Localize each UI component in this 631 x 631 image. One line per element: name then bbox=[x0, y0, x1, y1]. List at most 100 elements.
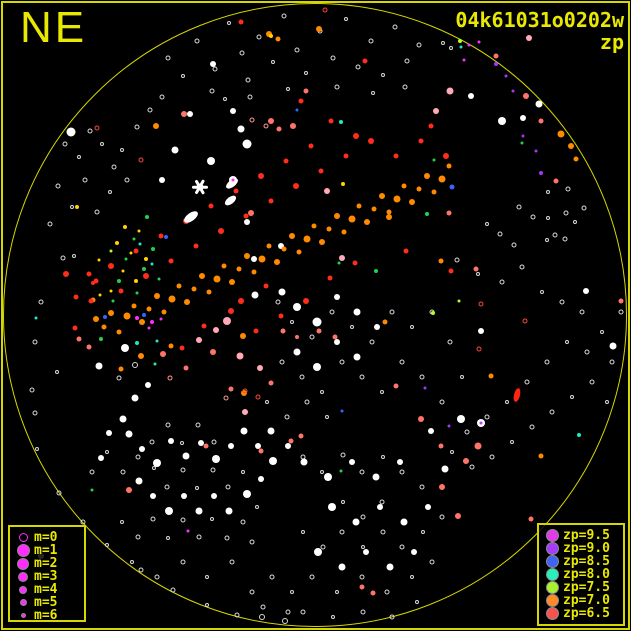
star-point bbox=[269, 574, 275, 580]
star-point bbox=[251, 269, 257, 275]
star-point bbox=[255, 443, 261, 449]
star-point bbox=[129, 251, 133, 255]
star-point bbox=[98, 293, 102, 297]
star-point bbox=[249, 117, 255, 123]
zeropoint-label: zp=6.5 bbox=[563, 606, 610, 621]
magnitude-label: m=1 bbox=[34, 543, 58, 558]
star-point bbox=[544, 359, 550, 365]
star-point bbox=[304, 399, 310, 405]
star-point bbox=[499, 279, 505, 285]
star-point bbox=[325, 415, 329, 419]
legend-row: m=2 bbox=[16, 556, 78, 571]
star-point bbox=[195, 422, 201, 428]
star-point bbox=[320, 390, 324, 394]
star-point bbox=[242, 388, 248, 394]
star-point bbox=[449, 46, 453, 50]
star-point bbox=[439, 514, 445, 520]
star-point bbox=[446, 163, 452, 169]
star-point bbox=[609, 359, 615, 365]
star-point bbox=[355, 64, 361, 70]
star-point bbox=[441, 41, 445, 45]
star-point bbox=[311, 223, 317, 229]
star-point bbox=[450, 450, 454, 454]
star-point bbox=[432, 158, 436, 162]
star-point bbox=[546, 190, 550, 194]
star-point bbox=[494, 62, 498, 66]
star-point bbox=[269, 34, 273, 38]
star-point bbox=[516, 204, 522, 210]
star-point bbox=[433, 108, 439, 114]
star-point bbox=[180, 467, 186, 473]
star-point bbox=[124, 257, 128, 261]
star-point bbox=[618, 309, 624, 315]
star-point bbox=[439, 399, 445, 405]
star-point bbox=[166, 536, 170, 540]
star-point bbox=[464, 429, 470, 435]
star-point bbox=[211, 439, 217, 445]
star-point bbox=[238, 19, 244, 25]
star-point bbox=[205, 603, 209, 607]
star-point bbox=[258, 448, 264, 454]
star-point bbox=[170, 587, 176, 593]
star-point bbox=[324, 188, 330, 194]
magnitude-label: m=5 bbox=[34, 595, 58, 610]
star-point bbox=[153, 123, 159, 129]
star-point bbox=[228, 308, 234, 314]
star-point bbox=[359, 469, 365, 475]
star-point bbox=[180, 559, 186, 565]
star-point bbox=[581, 205, 587, 211]
star-point bbox=[263, 123, 269, 129]
star-point bbox=[303, 235, 311, 243]
star-point bbox=[240, 427, 248, 435]
star-point bbox=[404, 58, 410, 64]
star-point bbox=[201, 323, 207, 329]
star-point bbox=[70, 205, 74, 209]
star-point bbox=[409, 199, 415, 205]
star-point bbox=[363, 549, 369, 555]
star-point bbox=[332, 334, 338, 340]
plot-subtitle: zp bbox=[599, 30, 624, 54]
star-point bbox=[371, 206, 377, 212]
star-point bbox=[313, 363, 321, 371]
star-point bbox=[208, 203, 214, 209]
star-point bbox=[399, 359, 405, 365]
star-point bbox=[562, 236, 568, 242]
star-point bbox=[118, 288, 124, 294]
star-point bbox=[359, 584, 365, 590]
star-point bbox=[312, 317, 322, 327]
star-point bbox=[352, 518, 360, 526]
star-point bbox=[369, 339, 375, 345]
star-point bbox=[300, 458, 308, 466]
star-point bbox=[309, 334, 315, 340]
star-point bbox=[191, 286, 197, 292]
star-point bbox=[225, 507, 233, 515]
star-point bbox=[55, 183, 61, 189]
star-point bbox=[469, 464, 475, 470]
star-point bbox=[142, 313, 146, 317]
star-point bbox=[135, 454, 141, 460]
star-point bbox=[251, 291, 259, 299]
magnitude-symbol bbox=[21, 614, 25, 617]
star-point bbox=[72, 325, 78, 331]
star-point bbox=[138, 567, 144, 573]
legend-row: m=3 bbox=[16, 569, 78, 584]
title-block: 04k61031o0202w zp bbox=[455, 9, 624, 53]
star-point bbox=[268, 380, 274, 386]
star-point bbox=[256, 34, 262, 40]
star-point bbox=[519, 264, 525, 270]
star-point bbox=[341, 500, 345, 504]
zeropoint-symbol bbox=[546, 543, 558, 554]
star-point bbox=[299, 374, 305, 380]
star-point bbox=[429, 559, 435, 565]
star-point bbox=[457, 415, 465, 423]
star-point bbox=[528, 516, 534, 522]
star-point bbox=[150, 516, 156, 522]
star-point bbox=[279, 359, 285, 365]
saturated-star bbox=[229, 176, 237, 184]
star-point bbox=[419, 374, 425, 380]
star-point bbox=[157, 277, 161, 281]
star-point bbox=[180, 517, 186, 523]
legend-row: zp=9.5 bbox=[545, 528, 617, 543]
star-point bbox=[225, 484, 231, 490]
star-point bbox=[511, 89, 515, 93]
